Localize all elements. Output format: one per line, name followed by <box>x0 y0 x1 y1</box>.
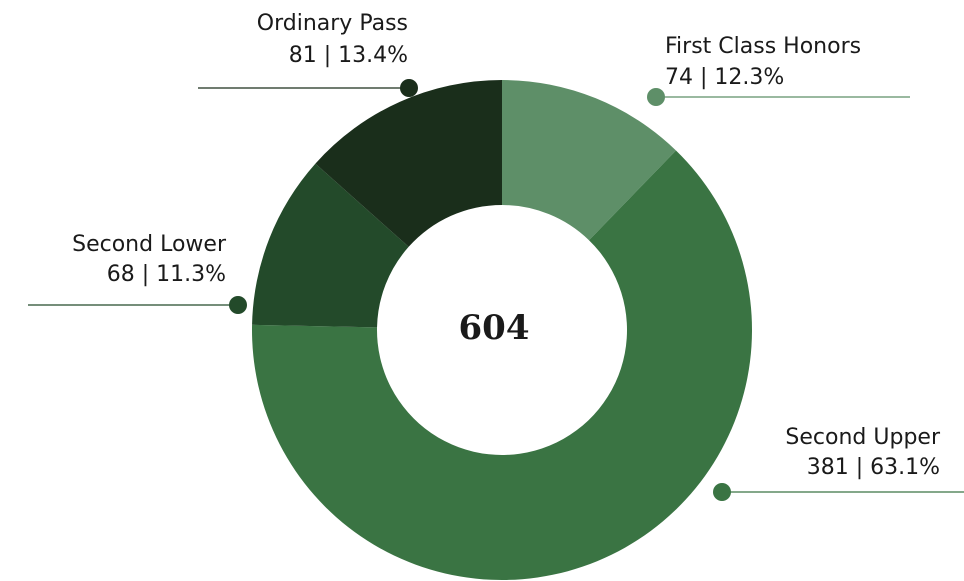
leader-dot <box>647 88 665 106</box>
donut-slice <box>252 163 409 328</box>
leader-dot <box>229 296 247 314</box>
leader-dot <box>400 79 418 97</box>
slice-name: First Class Honors <box>665 34 861 59</box>
slice-name: Second Lower <box>72 232 227 257</box>
slice-value-label: 74 | 12.3% <box>665 65 784 90</box>
donut-slice <box>315 80 502 247</box>
labels: First Class Honors 74 | 12.3% Second Upper… <box>28 11 964 501</box>
slice-value-label: 68 | 11.3% <box>107 262 226 287</box>
center-total: 604 <box>459 308 530 348</box>
slice-name: Ordinary Pass <box>257 11 408 36</box>
leader-dot <box>713 483 731 501</box>
slice-value-label: 381 | 63.1% <box>807 455 940 480</box>
donut-slice <box>502 80 676 241</box>
slice-name: Second Upper <box>785 425 941 450</box>
donut-slice <box>251 150 752 580</box>
slice-value-label: 81 | 13.4% <box>289 43 408 68</box>
donut <box>251 80 752 580</box>
